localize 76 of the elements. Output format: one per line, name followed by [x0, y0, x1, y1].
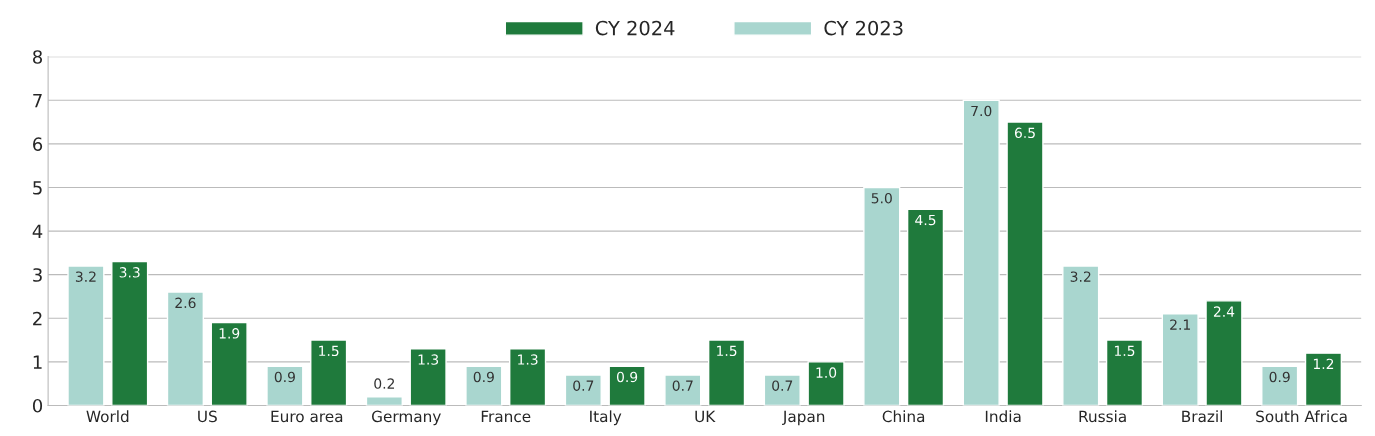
x-tick-label: Germany — [372, 410, 441, 426]
y-tick-label: 3 — [33, 268, 42, 282]
x-tick-label: Japan — [782, 410, 825, 426]
y-tick-label: 2 — [33, 311, 42, 326]
data-label: 1.5 — [1114, 345, 1135, 357]
y-tick-label: 0 — [32, 398, 43, 413]
bar — [166, 291, 205, 406]
bar — [863, 186, 901, 406]
data-label: 1.5 — [319, 345, 339, 357]
x-tick-label: Italy — [590, 410, 622, 426]
bar — [1304, 352, 1343, 406]
bar — [465, 365, 503, 406]
data-label: 0.9 — [274, 371, 295, 383]
bar — [266, 365, 304, 406]
data-label: 1.5 — [717, 345, 737, 357]
bar — [365, 396, 403, 406]
data-label: 2.6 — [175, 297, 196, 309]
bar — [509, 348, 547, 406]
data-label: 0.7 — [772, 380, 793, 391]
legend-label: CY 2023 — [824, 20, 903, 36]
data-label: 1.0 — [816, 367, 837, 378]
x-tick-label: UK — [695, 410, 716, 423]
x-tick-label: US — [198, 410, 217, 423]
bar — [1062, 265, 1100, 406]
data-label: 3.3 — [119, 267, 140, 278]
bar — [67, 265, 105, 406]
data-label: 4.5 — [915, 214, 936, 226]
y-tick-label: 5 — [33, 181, 42, 195]
x-tick-label: Russia — [1079, 410, 1126, 423]
data-label: 0.9 — [473, 371, 494, 383]
data-label: 6.5 — [1014, 127, 1035, 139]
bar — [707, 339, 746, 406]
bar — [564, 374, 602, 406]
y-tick-label: 7 — [33, 93, 42, 108]
data-label: 2.1 — [1170, 319, 1190, 330]
legend-label: CY 2024 — [595, 20, 675, 36]
bar — [409, 348, 447, 406]
y-tick-label: 6 — [33, 137, 43, 151]
y-tick-label: 4 — [32, 224, 43, 238]
data-label: 0.9 — [1269, 371, 1290, 383]
bar — [1105, 339, 1144, 406]
data-label: 0.7 — [573, 380, 594, 391]
bar — [807, 361, 845, 406]
bar — [1205, 300, 1243, 406]
data-label: 7.0 — [971, 105, 992, 117]
x-tick-label: South Africa — [1256, 410, 1347, 423]
data-label: 1.3 — [518, 354, 538, 365]
bar — [608, 365, 646, 406]
bar — [763, 374, 801, 406]
x-tick-label: World — [86, 410, 129, 423]
bar — [1261, 365, 1299, 406]
data-label: 1.2 — [1313, 358, 1334, 369]
bar — [1161, 313, 1199, 406]
data-label: 3.2 — [75, 271, 96, 282]
bar — [310, 339, 348, 406]
data-label: 5.0 — [871, 192, 892, 204]
x-tick-label: Euro area — [271, 410, 343, 423]
bar — [664, 374, 702, 406]
bar — [962, 99, 1000, 406]
bar — [1006, 121, 1044, 406]
bar — [210, 321, 248, 406]
data-label: 3.2 — [1070, 271, 1091, 282]
y-tick-label: 8 — [33, 50, 43, 64]
data-label: 0.9 — [616, 371, 638, 383]
x-tick-label: France — [481, 410, 531, 423]
bar — [111, 260, 149, 406]
bar — [906, 208, 945, 406]
x-tick-label: India — [985, 410, 1021, 423]
data-label: 2.4 — [1213, 306, 1235, 317]
data-label: 1.9 — [219, 328, 240, 339]
x-tick-label: China — [882, 410, 925, 423]
data-label: 1.3 — [418, 354, 439, 365]
y-tick-label: 1 — [33, 355, 42, 369]
data-label: 0.2 — [374, 378, 395, 389]
data-label: 0.7 — [672, 380, 693, 391]
x-tick-label: Brazil — [1182, 410, 1222, 423]
